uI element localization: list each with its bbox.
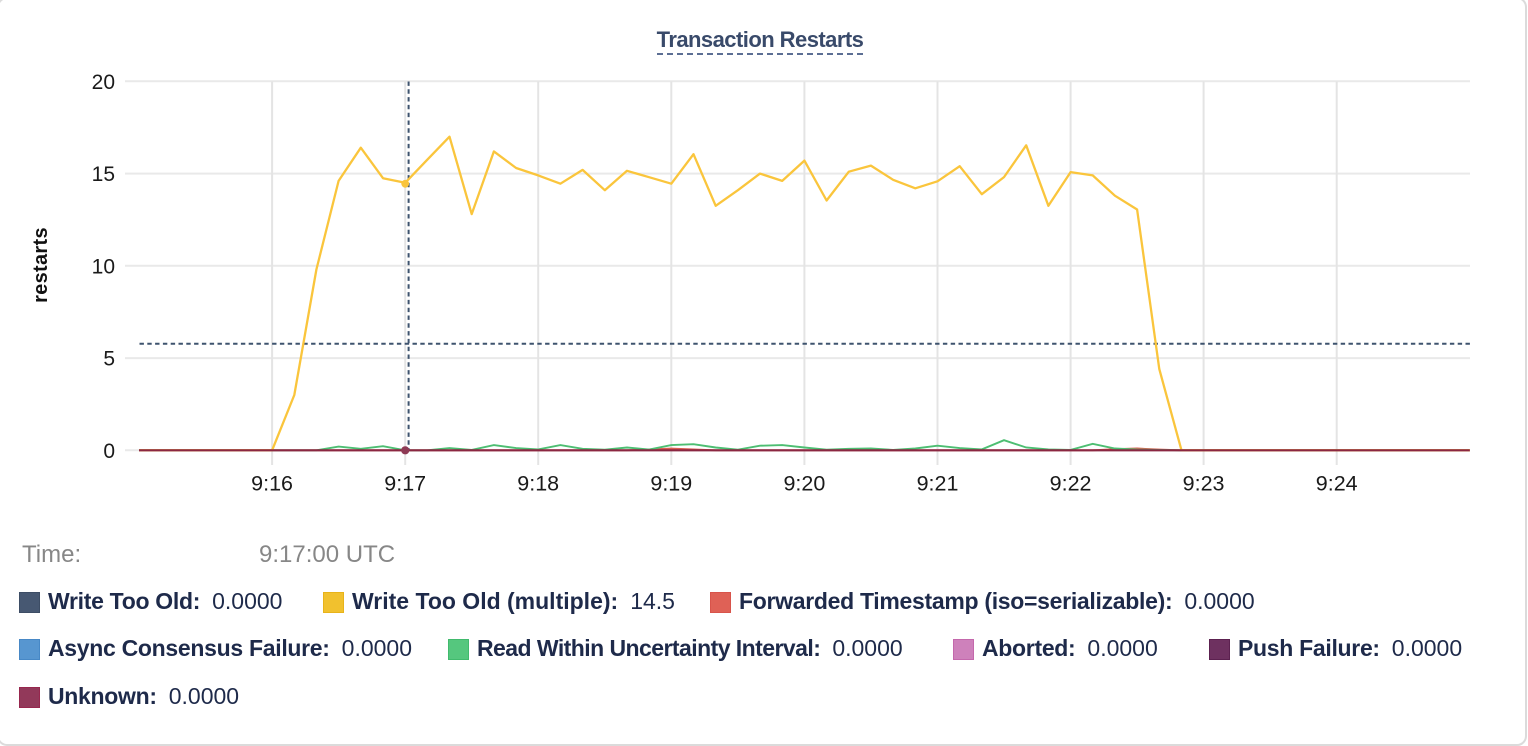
svg-text:5: 5 (103, 348, 115, 371)
svg-text:15: 15 (92, 163, 115, 186)
svg-text:9:20: 9:20 (783, 471, 825, 495)
svg-text:9:24: 9:24 (1316, 471, 1358, 495)
svg-text:9:22: 9:22 (1050, 471, 1092, 495)
svg-text:0: 0 (103, 440, 115, 463)
svg-text:9:16: 9:16 (251, 471, 293, 495)
svg-text:20: 20 (92, 71, 115, 94)
svg-text:restarts: restarts (30, 227, 52, 303)
svg-text:9:18: 9:18 (517, 471, 559, 495)
svg-text:9:21: 9:21 (917, 471, 959, 495)
svg-text:9:23: 9:23 (1183, 471, 1225, 495)
svg-text:10: 10 (92, 255, 115, 278)
svg-text:9:19: 9:19 (650, 471, 692, 495)
svg-text:9:17: 9:17 (384, 471, 426, 495)
